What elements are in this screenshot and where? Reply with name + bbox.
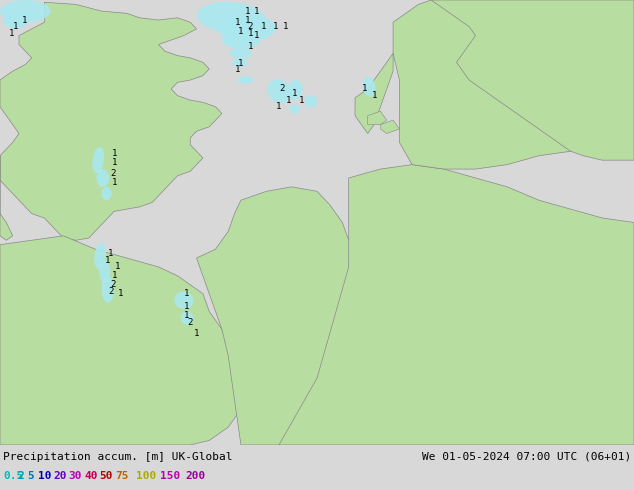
Text: 1: 1 xyxy=(245,7,250,16)
Text: 1: 1 xyxy=(112,149,117,158)
Text: 1: 1 xyxy=(22,16,27,24)
Text: 1: 1 xyxy=(235,18,240,27)
Text: 1: 1 xyxy=(105,256,110,265)
Text: 1: 1 xyxy=(184,302,190,312)
Text: 5: 5 xyxy=(27,471,34,481)
Text: 1: 1 xyxy=(118,289,123,298)
Ellipse shape xyxy=(304,95,317,108)
Text: 40: 40 xyxy=(84,471,98,481)
Text: 1: 1 xyxy=(238,59,243,68)
Ellipse shape xyxy=(197,2,266,34)
Ellipse shape xyxy=(101,187,112,200)
Text: 1: 1 xyxy=(273,22,278,31)
Ellipse shape xyxy=(101,276,114,302)
Text: 1: 1 xyxy=(108,249,113,258)
Ellipse shape xyxy=(3,11,29,29)
Ellipse shape xyxy=(181,312,193,325)
Ellipse shape xyxy=(289,104,301,114)
Text: 1: 1 xyxy=(235,65,240,74)
Polygon shape xyxy=(380,120,399,133)
Text: 2: 2 xyxy=(108,287,113,296)
Text: 150: 150 xyxy=(160,471,180,481)
Text: 2: 2 xyxy=(17,471,23,481)
Text: 1: 1 xyxy=(184,289,190,298)
Polygon shape xyxy=(393,0,634,169)
Text: 1: 1 xyxy=(115,263,120,271)
Text: 20: 20 xyxy=(53,471,67,481)
Polygon shape xyxy=(197,187,361,445)
Ellipse shape xyxy=(94,243,106,269)
Text: 1: 1 xyxy=(248,42,253,51)
Text: 1: 1 xyxy=(194,329,199,338)
Ellipse shape xyxy=(287,80,303,100)
Text: 2: 2 xyxy=(110,169,115,178)
Text: 2: 2 xyxy=(248,22,253,31)
Ellipse shape xyxy=(363,77,375,97)
Text: 75: 75 xyxy=(115,471,129,481)
Polygon shape xyxy=(355,53,393,133)
Text: We 01-05-2024 07:00 UTC (06+01): We 01-05-2024 07:00 UTC (06+01) xyxy=(422,452,631,462)
Text: 1: 1 xyxy=(9,29,14,38)
Text: 0.5: 0.5 xyxy=(3,471,23,481)
Polygon shape xyxy=(368,111,387,124)
Ellipse shape xyxy=(222,31,260,49)
Polygon shape xyxy=(0,156,13,240)
Text: 2: 2 xyxy=(280,84,285,94)
Text: 1: 1 xyxy=(299,96,304,104)
Text: 1: 1 xyxy=(286,96,291,104)
Text: 1: 1 xyxy=(261,22,266,31)
Ellipse shape xyxy=(237,76,254,84)
Text: 2: 2 xyxy=(110,280,115,289)
Text: 1: 1 xyxy=(238,26,243,36)
Ellipse shape xyxy=(0,0,51,22)
Polygon shape xyxy=(431,0,634,160)
Ellipse shape xyxy=(96,169,109,187)
Ellipse shape xyxy=(93,147,104,173)
Ellipse shape xyxy=(174,292,193,309)
Text: Precipitation accum. [m] UK-Global: Precipitation accum. [m] UK-Global xyxy=(3,452,233,462)
Text: 1: 1 xyxy=(362,84,367,94)
Text: 200: 200 xyxy=(185,471,205,481)
Text: 1: 1 xyxy=(254,7,259,16)
Text: 10: 10 xyxy=(38,471,51,481)
Text: 1: 1 xyxy=(184,311,190,320)
Ellipse shape xyxy=(232,59,247,67)
Text: 1: 1 xyxy=(276,102,281,111)
Text: 1: 1 xyxy=(13,22,18,31)
Text: 2: 2 xyxy=(188,318,193,327)
Polygon shape xyxy=(0,2,222,240)
Text: 1: 1 xyxy=(248,29,253,38)
Text: 100: 100 xyxy=(136,471,156,481)
Ellipse shape xyxy=(219,16,276,42)
Text: 50: 50 xyxy=(99,471,112,481)
Text: 1: 1 xyxy=(292,89,297,98)
Text: 1: 1 xyxy=(112,178,117,187)
Polygon shape xyxy=(279,165,634,445)
Text: 30: 30 xyxy=(68,471,82,481)
Text: 1: 1 xyxy=(112,271,117,280)
Ellipse shape xyxy=(230,48,252,59)
Ellipse shape xyxy=(99,260,110,283)
Ellipse shape xyxy=(268,79,290,103)
Text: 1: 1 xyxy=(112,158,117,167)
Polygon shape xyxy=(0,236,241,445)
Text: 1: 1 xyxy=(372,91,377,100)
Text: 1: 1 xyxy=(245,16,250,24)
Text: 1: 1 xyxy=(254,31,259,40)
Text: 1: 1 xyxy=(283,22,288,31)
